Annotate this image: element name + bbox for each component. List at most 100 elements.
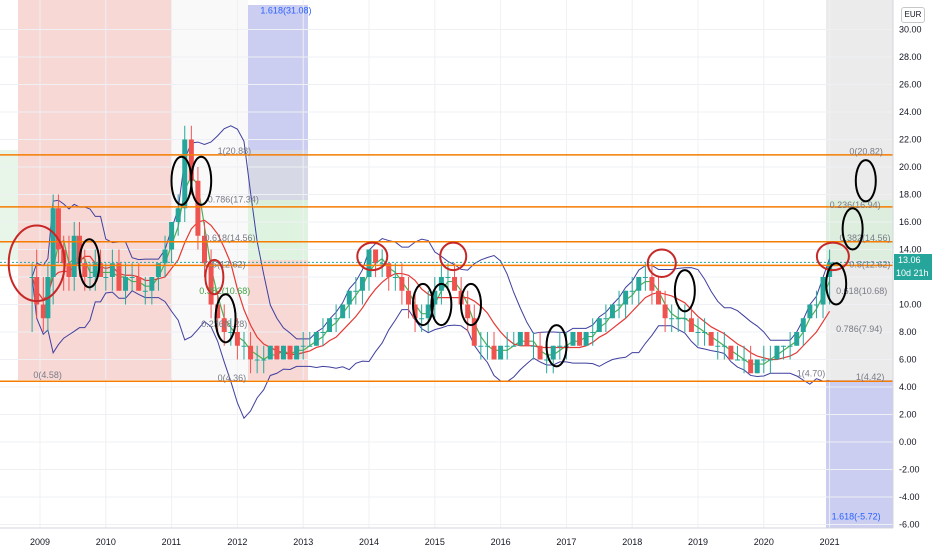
candle-body [136,277,142,291]
fib-label: 0(4.36) [218,373,247,383]
candle-body [34,277,40,305]
x-tick-label: 2021 [820,537,840,547]
currency-badge[interactable]: EUR [901,7,925,23]
candle-body [590,332,596,333]
y-tick-label: -6.00 [899,520,920,530]
annotation-ellipse [646,248,677,278]
annotation-ellipse [545,324,568,368]
candle-body [577,332,583,346]
zone-green-left [0,150,18,260]
candle-body [734,359,740,361]
candle-body [386,263,392,277]
fib-label: 1(20.88) [218,146,252,156]
fib-label: 0.5(12.62) [849,259,890,269]
candle-body [537,345,543,360]
candle-body [794,332,800,346]
candle-body [432,290,438,305]
candle-body [531,345,536,347]
candle-body [636,277,642,291]
annotation-ellipse [7,224,66,303]
candle-body [656,290,662,305]
candle-body [741,359,747,361]
y-tick-label: 22.00 [899,135,922,145]
candle-body [425,304,431,319]
candle-body [215,304,221,319]
candle-body [234,332,240,346]
candle-body [228,332,234,333]
x-tick-label: 2010 [96,537,116,547]
fib-label: 0.236(16.94) [830,200,881,210]
candle-body [175,208,181,222]
candle-body [29,277,35,278]
candle-body [399,277,405,291]
candle-body [623,290,629,305]
candle-body [208,263,214,305]
candle-body [452,277,458,291]
fib-label: 0.382(14.56) [839,233,890,243]
candle-body [353,290,359,292]
x-tick-label: 2020 [754,537,774,547]
candle-body [603,318,609,320]
candle-body [307,345,313,347]
fib-label: 0.236(8.28) [201,319,247,329]
candle-body [774,345,780,360]
candle-body [748,359,754,374]
candle-body [76,235,82,264]
x-tick-label: 2016 [491,537,511,547]
candle-body [261,359,267,361]
candle-body [820,277,826,305]
candle-body [221,318,227,332]
annotation-ellipse [78,238,101,289]
candle-body [287,345,293,360]
y-tick-label: 28.00 [899,52,922,62]
candle-body [241,345,247,347]
candle-body [478,345,484,347]
candle-body [366,249,372,277]
y-tick-label: 24.00 [899,107,922,117]
candle-body [169,222,175,250]
annotation-ellipse [815,241,850,272]
candle-body [465,304,471,319]
candle-body [471,318,477,346]
candle-body [715,345,721,347]
candle-body [767,359,773,361]
fib-label: 0(4.58) [33,370,62,380]
candle-body [813,304,819,306]
candle-body [333,318,339,320]
x-tick-label: 2009 [30,537,50,547]
candle-body [267,345,273,360]
y-tick-label: 2.00 [899,410,917,420]
candle-body [254,359,260,361]
annotation-ellipse [825,262,848,306]
fib-label: 1.618(31.08) [260,6,311,16]
annotation-ellipse [439,241,468,272]
candle-body [379,263,385,265]
annotation-ellipse [411,282,434,327]
candle-body [313,332,319,346]
annotation-ellipse [841,207,864,251]
candle-body [583,332,589,346]
candle-body [188,139,194,181]
candle-body [721,345,727,347]
candle-body [484,345,490,347]
candle-body [392,277,398,278]
candle-body [781,345,787,347]
x-tick-label: 2012 [227,537,247,547]
candle-body [557,345,563,347]
candle-body [82,263,88,277]
candle-body [669,318,675,320]
annotation-ellipse [190,155,213,206]
x-tick-label: 2015 [425,537,445,547]
zones [0,0,893,528]
candle-body [419,318,425,320]
zone-green-1 [248,200,308,260]
candle-body [800,318,806,332]
y-tick-label: 4.00 [899,382,917,392]
x-axis-bg [0,528,932,550]
y-tick-label: -2.00 [899,465,920,475]
candle-body [702,332,708,333]
candle-body [807,304,813,319]
candle-body [155,263,161,277]
